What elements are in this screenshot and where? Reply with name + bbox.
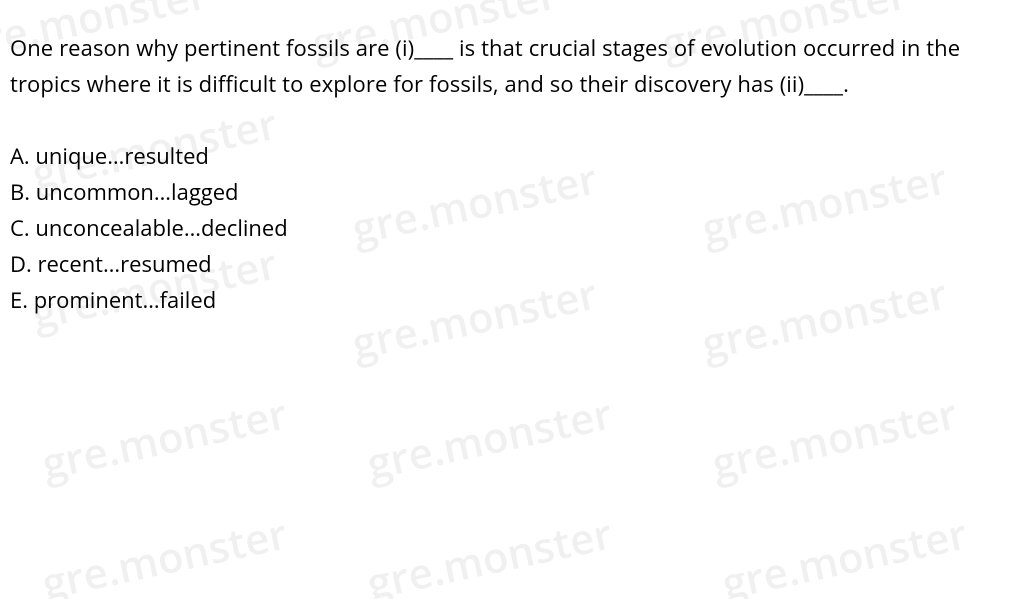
option-d: D. recent…resumed	[10, 246, 1009, 282]
question-text: One reason why pertinent fossils are (i)…	[10, 30, 1009, 102]
options-list: A. unique…resulted B. uncommon…lagged C.…	[10, 138, 1009, 318]
question-block: One reason why pertinent fossils are (i)…	[0, 0, 1019, 328]
watermark: gre.monster	[37, 385, 292, 493]
option-c: C. unconcealable…declined	[10, 210, 1009, 246]
option-b: B. uncommon…lagged	[10, 174, 1009, 210]
watermark: gre.monster	[707, 385, 962, 493]
watermark: gre.monster	[717, 505, 972, 599]
watermark: gre.monster	[362, 505, 617, 599]
option-e: E. prominent…failed	[10, 282, 1009, 318]
option-a: A. unique…resulted	[10, 138, 1009, 174]
watermark: gre.monster	[362, 385, 617, 493]
watermark: gre.monster	[37, 505, 292, 599]
